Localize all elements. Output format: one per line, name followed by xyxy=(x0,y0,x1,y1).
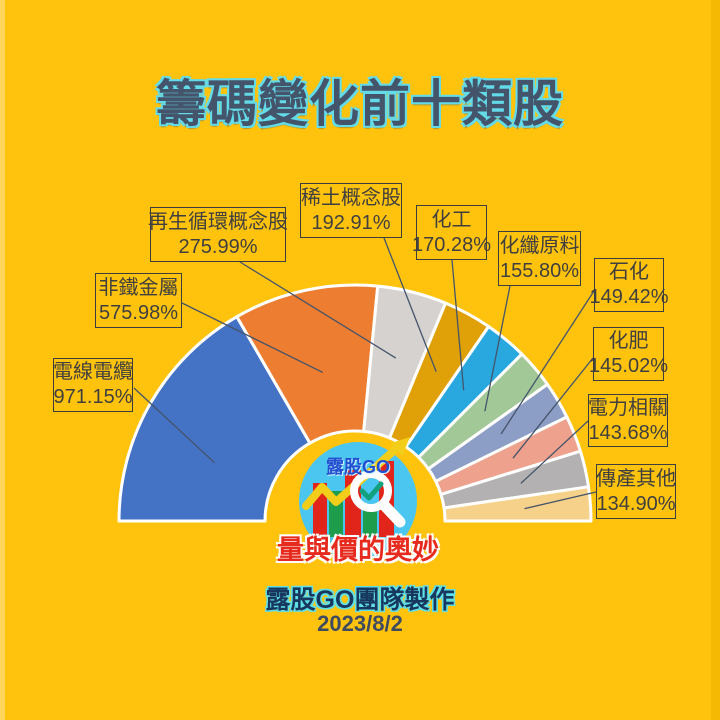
leader-line xyxy=(133,387,216,464)
right-edge-strip xyxy=(711,0,720,720)
page-title: 籌碼變化前十類股 xyxy=(156,76,564,132)
logo-slogan-text: 量與價的奧妙 xyxy=(277,535,439,565)
magnifier-icon xyxy=(350,470,406,528)
footer-date-text: 2023/8/2 xyxy=(317,611,403,636)
brand-logo xyxy=(299,437,417,560)
footer-team-text: 露股GO團隊製作 xyxy=(265,586,455,614)
leader-line xyxy=(512,357,594,459)
leader-lines xyxy=(133,237,597,510)
leader-line xyxy=(383,237,437,372)
leader-line xyxy=(239,261,397,359)
leader-line xyxy=(500,290,595,435)
leader-line xyxy=(484,285,511,412)
pie-slices xyxy=(117,283,593,523)
left-edge-strip xyxy=(0,0,5,720)
logo-brand-text: 露股GO xyxy=(325,457,390,477)
check-mark-icon xyxy=(359,481,384,501)
leader-line xyxy=(520,420,589,484)
leader-line xyxy=(451,259,465,391)
pie-slice xyxy=(117,315,312,523)
pie-slice xyxy=(442,485,593,523)
leader-line xyxy=(524,491,597,510)
leader-line xyxy=(181,302,324,374)
